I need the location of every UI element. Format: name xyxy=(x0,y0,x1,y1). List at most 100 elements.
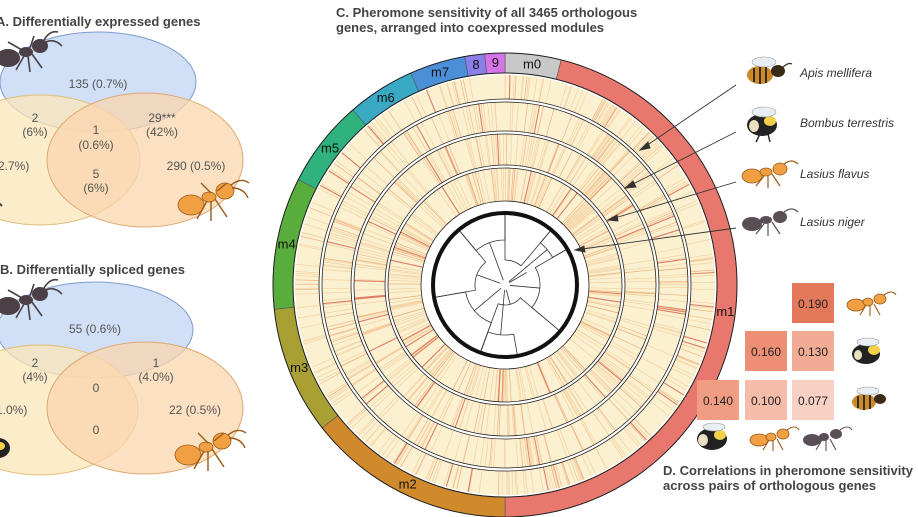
heat-streak xyxy=(358,313,389,323)
bumblebee-icon xyxy=(747,106,777,143)
heat-streak xyxy=(331,332,359,343)
heat-streak xyxy=(689,303,714,308)
heat-streak xyxy=(332,335,360,346)
heat-streak xyxy=(588,272,622,277)
heat-streak xyxy=(578,324,609,341)
heat-streak xyxy=(323,257,353,263)
heat-streak xyxy=(465,106,473,135)
species-label-niger: Lasius niger xyxy=(800,215,866,229)
heat-streak xyxy=(624,426,642,446)
heat-streak xyxy=(633,418,652,437)
heat-streak xyxy=(401,174,424,198)
heat-streak xyxy=(549,185,568,214)
heat-streak xyxy=(478,469,483,494)
heat-streak xyxy=(446,82,455,107)
heat-streak xyxy=(475,136,483,168)
heat-streak xyxy=(493,168,498,202)
heat-streak xyxy=(556,350,578,378)
heat-streak xyxy=(377,395,399,417)
heat-streak xyxy=(513,404,517,436)
heat-streak xyxy=(657,307,687,313)
heat-streak xyxy=(573,216,601,237)
heat-streak xyxy=(393,247,426,259)
heat-streak xyxy=(394,181,418,204)
heat-streak xyxy=(586,304,619,314)
heat-streak xyxy=(666,180,688,193)
venn-b-top-left-pct: (4%) xyxy=(22,370,47,384)
heat-streak xyxy=(302,335,327,343)
heat-streak xyxy=(334,340,362,352)
heat-streak xyxy=(375,347,403,364)
heat-streak xyxy=(388,290,422,294)
heat-streak xyxy=(570,423,584,451)
ring-border xyxy=(272,52,738,517)
heat-streak xyxy=(496,168,500,202)
heat-streak xyxy=(397,318,429,333)
heat-streak xyxy=(538,177,553,209)
heat-streak xyxy=(412,212,439,234)
heat-streak xyxy=(497,368,500,402)
heat-streak xyxy=(569,88,579,111)
heat-streak xyxy=(316,367,339,379)
heat-streak xyxy=(620,386,643,406)
module-label-m6: m6 xyxy=(377,90,395,105)
heat-streak xyxy=(436,149,452,178)
heat-streak xyxy=(301,231,326,239)
heat-streak xyxy=(487,102,491,132)
heat-streak xyxy=(347,191,373,207)
heat-streak xyxy=(578,165,598,191)
heat-streak xyxy=(515,438,519,468)
heat-streak xyxy=(454,80,461,105)
heat-streak xyxy=(588,290,622,295)
heat-streak xyxy=(555,463,563,488)
heat-streak xyxy=(329,232,358,242)
heat-streak xyxy=(536,362,551,394)
heat-streak xyxy=(569,338,596,360)
heat-streak xyxy=(575,457,585,480)
heat-streak xyxy=(431,459,441,483)
heat-streak xyxy=(688,315,713,320)
heat-streak xyxy=(553,353,574,381)
heat-streak xyxy=(571,214,599,235)
heat-streak xyxy=(375,119,391,139)
heat-streak xyxy=(351,369,377,386)
heat-streak xyxy=(506,368,508,402)
heat-streak xyxy=(658,273,688,277)
heat-streak xyxy=(549,355,568,384)
heat-streak xyxy=(429,348,451,375)
heat-streak xyxy=(388,277,422,280)
corr-cell-2 xyxy=(792,331,834,371)
heat-streak xyxy=(460,79,466,104)
heat-streak xyxy=(357,250,389,259)
heat-streak xyxy=(362,233,393,245)
heat-streak xyxy=(525,366,535,399)
heat-streak xyxy=(525,76,530,101)
heat-streak xyxy=(530,469,535,494)
heat-streak xyxy=(494,368,499,402)
heat-streak xyxy=(497,368,501,402)
heat-streak xyxy=(507,168,509,202)
heat-streak xyxy=(507,168,510,202)
heat-streak xyxy=(394,312,426,324)
heat-streak xyxy=(534,436,541,465)
heat-streak xyxy=(623,428,640,448)
heat-streak xyxy=(361,171,385,190)
heat-streak xyxy=(598,139,617,164)
heat-streak xyxy=(601,105,615,127)
heat-streak xyxy=(430,349,453,376)
heat-streak xyxy=(549,356,568,385)
heat-streak xyxy=(373,157,395,179)
heat-streak xyxy=(561,461,570,485)
heat-streak xyxy=(650,223,678,235)
heat-streak xyxy=(341,152,361,169)
heat-streak xyxy=(403,373,425,397)
heat-streak xyxy=(520,75,524,100)
heat-streak xyxy=(341,353,368,367)
heat-streak xyxy=(689,258,714,263)
heat-streak xyxy=(588,289,622,293)
heat-streak xyxy=(473,104,479,134)
heat-streak xyxy=(577,91,588,115)
heat-streak xyxy=(609,150,631,173)
dendrogram-branch xyxy=(480,289,518,355)
heat-streak xyxy=(594,447,608,469)
